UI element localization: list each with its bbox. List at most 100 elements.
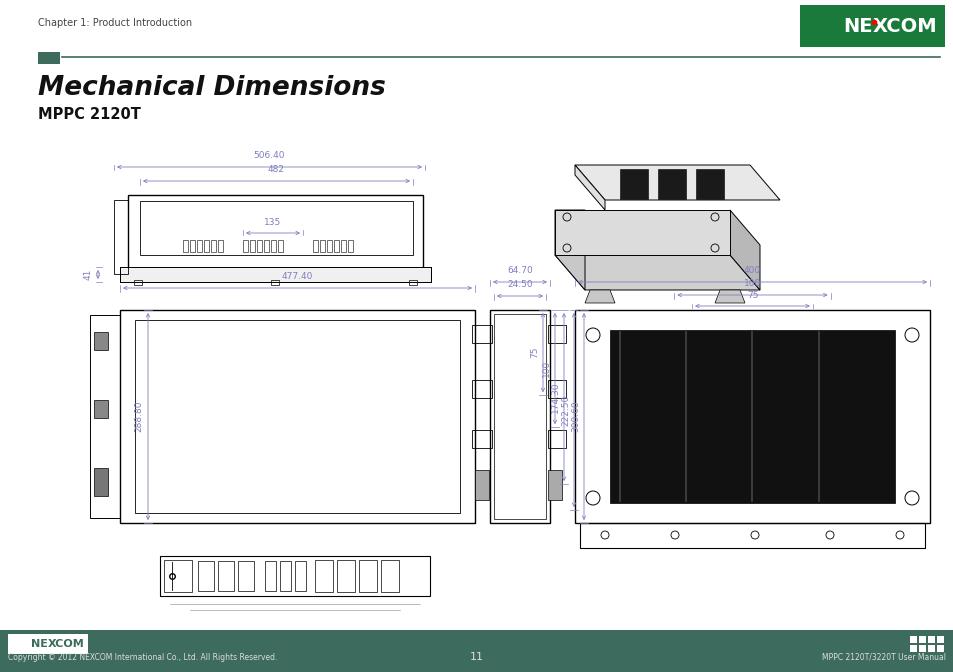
- Bar: [358, 560, 376, 592]
- Text: XCOM: XCOM: [872, 17, 936, 36]
- Bar: [409, 280, 416, 285]
- Bar: [579, 523, 924, 548]
- Polygon shape: [555, 210, 584, 290]
- Text: 100: 100: [541, 360, 551, 377]
- Bar: [271, 280, 278, 285]
- Bar: [380, 560, 398, 592]
- Bar: [133, 280, 142, 285]
- Bar: [314, 560, 333, 592]
- Text: Copyright © 2012 NEXCOM International Co., Ltd. All Rights Reserved.: Copyright © 2012 NEXCOM International Co…: [8, 653, 277, 662]
- Text: 24.50: 24.50: [507, 280, 533, 289]
- Bar: [256, 240, 262, 252]
- Bar: [90, 315, 120, 518]
- Bar: [140, 201, 413, 255]
- Polygon shape: [575, 165, 780, 200]
- Bar: [94, 468, 108, 496]
- Text: XCOM: XCOM: [48, 639, 85, 649]
- Bar: [271, 240, 275, 252]
- Bar: [94, 400, 108, 418]
- Bar: [128, 195, 422, 277]
- Text: 75: 75: [530, 347, 538, 358]
- Bar: [120, 310, 475, 523]
- Bar: [160, 556, 430, 596]
- Bar: [340, 240, 346, 252]
- Bar: [294, 561, 306, 591]
- Polygon shape: [729, 210, 760, 290]
- Text: 482: 482: [268, 165, 285, 174]
- Text: 75: 75: [746, 291, 758, 300]
- Bar: [909, 645, 916, 652]
- Bar: [334, 240, 338, 252]
- Bar: [135, 320, 459, 513]
- Bar: [909, 636, 916, 643]
- Bar: [243, 240, 248, 252]
- Bar: [936, 645, 943, 652]
- Bar: [490, 310, 550, 523]
- Bar: [196, 240, 202, 252]
- Bar: [472, 325, 492, 343]
- Text: NE: NE: [31, 639, 48, 649]
- Text: 41: 41: [84, 269, 92, 280]
- Bar: [190, 240, 194, 252]
- Text: Mechanical Dimensions: Mechanical Dimensions: [38, 75, 385, 101]
- Bar: [557, 223, 568, 245]
- Bar: [575, 310, 929, 523]
- Bar: [204, 240, 209, 252]
- Bar: [927, 636, 934, 643]
- Bar: [0, 630, 953, 672]
- Polygon shape: [584, 290, 615, 303]
- Text: MPPC 2120T/3220T User Manual: MPPC 2120T/3220T User Manual: [821, 653, 945, 662]
- Bar: [218, 240, 223, 252]
- Text: 174.30: 174.30: [551, 381, 559, 413]
- Bar: [327, 240, 332, 252]
- Bar: [547, 430, 565, 448]
- Text: NE: NE: [842, 17, 872, 36]
- Polygon shape: [714, 290, 744, 303]
- Bar: [936, 636, 943, 643]
- Bar: [918, 645, 925, 652]
- Bar: [472, 380, 492, 398]
- Bar: [198, 561, 213, 591]
- Text: 135: 135: [264, 218, 281, 227]
- Bar: [319, 240, 325, 252]
- Polygon shape: [555, 255, 760, 290]
- Bar: [313, 240, 317, 252]
- Polygon shape: [555, 210, 729, 255]
- Bar: [609, 330, 894, 503]
- Bar: [211, 240, 215, 252]
- Bar: [237, 561, 253, 591]
- Bar: [120, 267, 431, 282]
- Polygon shape: [658, 169, 685, 199]
- Text: 300.60: 300.60: [571, 401, 579, 432]
- Bar: [547, 470, 561, 500]
- Bar: [183, 240, 188, 252]
- Bar: [547, 325, 565, 343]
- Bar: [120, 267, 431, 282]
- Bar: [927, 645, 934, 652]
- Bar: [264, 240, 269, 252]
- Bar: [164, 560, 192, 592]
- Text: 288.80: 288.80: [133, 401, 143, 432]
- Polygon shape: [696, 169, 723, 199]
- Bar: [547, 380, 565, 398]
- Polygon shape: [575, 165, 604, 210]
- Bar: [918, 636, 925, 643]
- Bar: [348, 240, 353, 252]
- Bar: [218, 561, 233, 591]
- Text: 477.40: 477.40: [281, 272, 313, 281]
- Text: Chapter 1: Product Introduction: Chapter 1: Product Introduction: [38, 18, 192, 28]
- Text: 11: 11: [470, 652, 483, 662]
- Text: 100: 100: [743, 279, 760, 288]
- Bar: [475, 470, 489, 500]
- Bar: [94, 332, 108, 350]
- Bar: [494, 314, 545, 519]
- Text: MPPC 2120T: MPPC 2120T: [38, 107, 141, 122]
- Bar: [113, 200, 128, 274]
- Bar: [250, 240, 254, 252]
- Bar: [38, 52, 60, 64]
- Bar: [800, 5, 944, 47]
- Text: 64.70: 64.70: [507, 266, 533, 275]
- Polygon shape: [619, 169, 647, 199]
- Text: 400: 400: [743, 266, 760, 275]
- Bar: [336, 560, 355, 592]
